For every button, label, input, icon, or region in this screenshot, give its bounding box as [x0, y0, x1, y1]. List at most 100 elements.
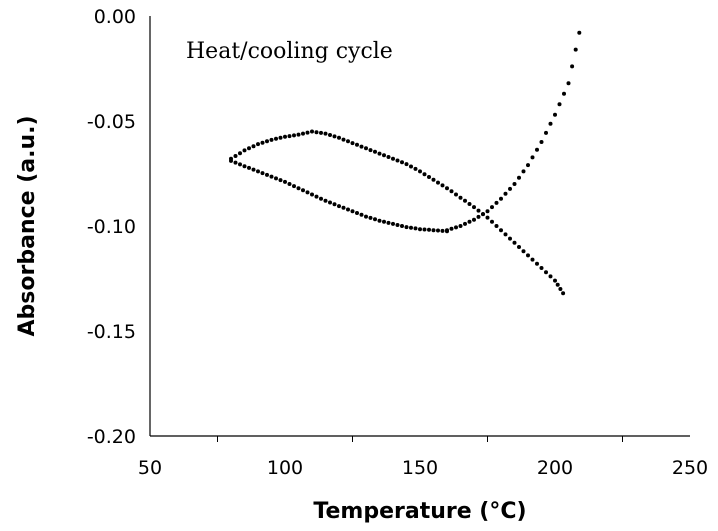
data-point	[364, 146, 368, 151]
data-point	[472, 217, 476, 222]
data-point	[301, 188, 305, 193]
data-point	[535, 261, 539, 266]
data-point	[346, 207, 350, 212]
data-point	[350, 209, 355, 214]
x-tick-label: 200	[537, 457, 573, 479]
data-point	[490, 205, 494, 210]
data-point	[292, 184, 296, 189]
chart-annotation: Heat/cooling cycle	[186, 39, 393, 64]
data-point	[508, 236, 512, 241]
data-points	[229, 30, 582, 296]
data-point	[539, 140, 544, 144]
data-point	[400, 160, 404, 165]
data-point	[391, 221, 395, 226]
data-point	[332, 134, 337, 139]
data-point	[454, 225, 458, 230]
data-point	[409, 164, 413, 169]
data-point	[332, 202, 337, 207]
data-point	[319, 130, 323, 135]
data-point	[247, 165, 251, 170]
data-point	[558, 287, 563, 291]
data-point	[553, 278, 557, 283]
data-point	[373, 217, 377, 222]
data-point	[251, 167, 256, 172]
data-point	[256, 142, 260, 147]
data-point	[256, 169, 260, 174]
data-point	[512, 240, 517, 245]
data-point	[530, 257, 535, 262]
data-point	[570, 64, 575, 69]
x-tick-label: 50	[138, 457, 162, 479]
data-point	[548, 274, 553, 279]
data-point	[251, 144, 256, 149]
data-point	[490, 219, 494, 224]
data-point	[526, 163, 530, 168]
data-point	[395, 158, 400, 163]
data-point	[481, 212, 485, 217]
data-point	[323, 131, 328, 136]
data-point	[535, 147, 539, 152]
data-point	[555, 282, 560, 287]
data-point	[269, 137, 274, 142]
data-point	[247, 146, 251, 151]
data-point	[319, 196, 323, 201]
data-point	[341, 137, 346, 142]
data-point	[467, 202, 472, 206]
data-point	[305, 190, 310, 195]
data-point	[557, 102, 562, 107]
data-point	[377, 218, 382, 223]
data-point	[274, 136, 278, 141]
data-point	[573, 47, 578, 52]
y-axis-ticks: 0.00 -0.05 -0.10 -0.15 -0.20	[87, 6, 136, 448]
data-point	[377, 151, 382, 156]
data-point	[431, 228, 436, 233]
data-point	[499, 228, 503, 233]
y-axis-title: Absorbance (a.u.)	[15, 115, 40, 336]
data-point	[323, 198, 328, 203]
data-point	[301, 131, 305, 136]
data-point	[238, 162, 242, 167]
data-point	[521, 249, 526, 254]
data-point	[359, 144, 364, 149]
data-point	[445, 228, 449, 233]
data-point	[359, 212, 364, 217]
data-point	[431, 177, 436, 182]
data-point	[422, 227, 427, 232]
data-point	[427, 175, 431, 179]
data-point	[413, 166, 418, 171]
data-point	[233, 160, 238, 165]
data-point	[553, 112, 557, 117]
data-point	[517, 175, 521, 180]
x-tick-label: 100	[267, 457, 303, 479]
data-point	[305, 130, 310, 135]
data-point	[328, 200, 332, 205]
data-point	[260, 140, 265, 145]
data-point	[526, 253, 530, 258]
data-point	[427, 227, 431, 232]
data-point	[512, 182, 517, 186]
data-point	[544, 270, 548, 275]
data-point	[472, 205, 476, 210]
data-point	[337, 135, 341, 140]
data-point	[485, 215, 490, 220]
data-point	[382, 219, 386, 224]
data-point	[287, 134, 292, 139]
data-point	[548, 121, 553, 126]
data-point	[521, 169, 526, 174]
data-point	[229, 156, 233, 161]
data-point	[404, 225, 409, 230]
data-point	[242, 164, 247, 169]
data-point	[364, 214, 368, 219]
y-tick-label: -0.05	[87, 111, 136, 133]
y-tick-label: -0.15	[87, 321, 136, 343]
data-point	[260, 171, 265, 176]
data-point	[508, 186, 512, 191]
data-point	[467, 219, 472, 224]
data-point	[283, 134, 287, 139]
y-tick-label: -0.20	[87, 426, 136, 448]
data-point	[494, 224, 499, 228]
data-point	[314, 130, 319, 135]
data-point	[386, 155, 391, 159]
data-point	[539, 266, 544, 270]
